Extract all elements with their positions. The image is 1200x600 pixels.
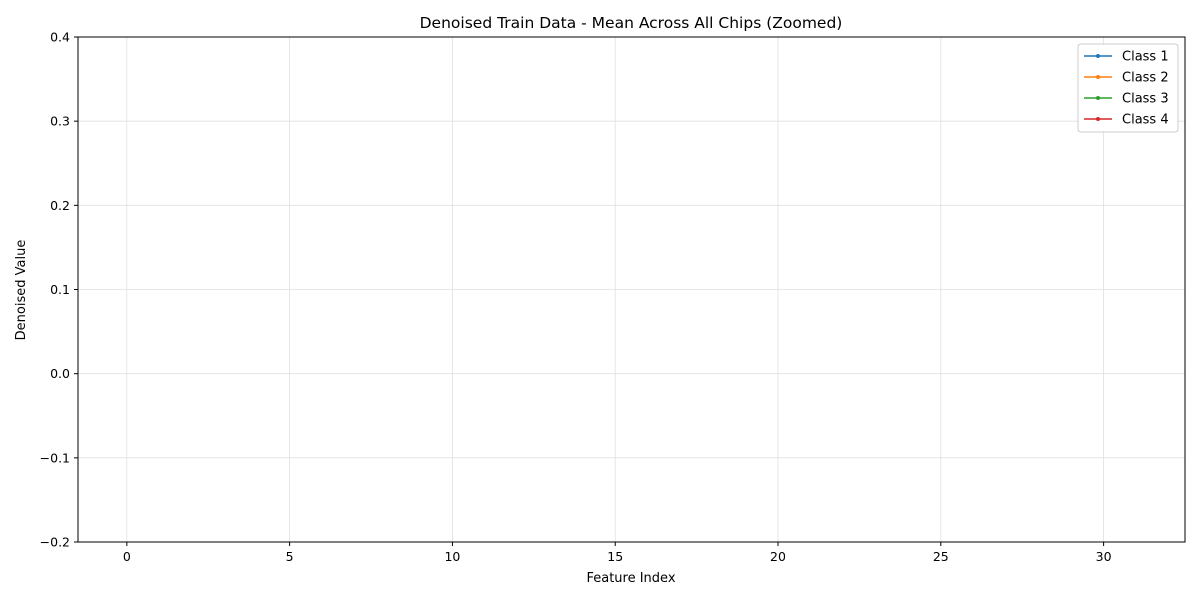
legend: Class 1 Class 2 Class 3 Class 4: [1077, 43, 1179, 133]
x-tick-label: 0: [123, 549, 131, 564]
y-tick-label: −0.1: [40, 450, 70, 465]
y-tick-label: 0.0: [50, 366, 70, 381]
y-tick-label: 0.1: [50, 282, 70, 297]
y-tick-label: 0.2: [50, 198, 70, 213]
x-tick-label: 10: [444, 549, 460, 564]
legend-marker: [1096, 96, 1100, 100]
x-tick-label: 15: [607, 549, 623, 564]
legend-label: Class 2: [1122, 71, 1169, 86]
chart-title: Denoised Train Data - Mean Across All Ch…: [420, 14, 843, 32]
y-tick-label: −0.2: [40, 535, 70, 550]
y-tick-label: 0.3: [50, 114, 70, 129]
grid: [78, 36, 1185, 543]
legend-label: Class 1: [1122, 50, 1169, 65]
y-axis-ticks: −0.2 −0.1 0.0 0.1 0.2 0.3 0.4: [40, 30, 78, 550]
legend-marker: [1096, 75, 1100, 79]
legend-label: Class 4: [1122, 113, 1169, 128]
y-axis-label: Denoised Value: [14, 240, 29, 341]
legend-label: Class 3: [1122, 92, 1169, 107]
x-tick-label: 5: [286, 549, 294, 564]
x-tick-label: 25: [933, 549, 949, 564]
x-tick-label: 20: [770, 549, 786, 564]
x-axis-label: Feature Index: [586, 571, 675, 586]
legend-marker: [1096, 117, 1100, 121]
legend-marker: [1096, 54, 1100, 58]
y-tick-label: 0.4: [50, 30, 70, 45]
legend-box: [1077, 43, 1179, 133]
x-tick-label: 30: [1096, 549, 1112, 564]
x-axis-ticks: 0 5 10 15 20 25 30: [123, 542, 1112, 564]
